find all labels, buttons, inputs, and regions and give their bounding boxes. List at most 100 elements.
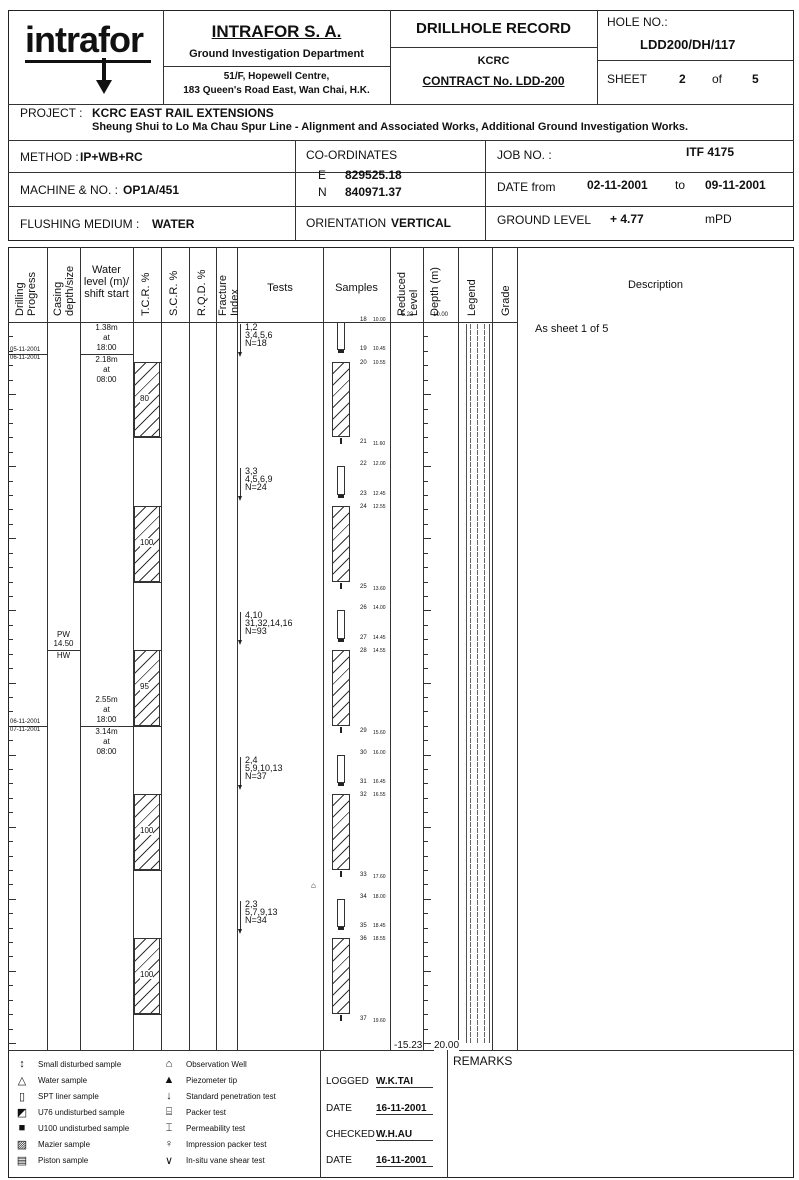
sheet-total: 5 (752, 72, 759, 86)
depth-tick (8, 639, 13, 641)
sample-depth: 12.55 (373, 503, 386, 510)
hole-no-label: HOLE NO.: (607, 15, 668, 29)
checked-label: CHECKED (326, 1129, 375, 1140)
depth-tick (423, 797, 428, 799)
progress-date-end: 06-11-2001 (10, 718, 41, 725)
casing-line (47, 650, 80, 652)
small-disturbed-icon (338, 927, 344, 931)
checked-by: W.H.AU (376, 1129, 433, 1141)
water-level-end: 1.38m (95, 323, 118, 333)
small-disturbed-icon (338, 494, 344, 498)
depth-tick (8, 624, 13, 626)
spt-blow-count: 5,9,10,13 (245, 762, 283, 773)
sample-depth: 15.60 (373, 729, 386, 736)
spt-blow-count: 31,32,14,16 (245, 618, 293, 629)
col-description: Description (627, 279, 684, 291)
spt-arrowhead-icon (238, 928, 242, 934)
col-tcr: T.C.R. % (140, 272, 152, 316)
depth-tick (8, 322, 16, 323)
sample-depth: 14.55 (373, 648, 386, 655)
tcr-value: 100 (140, 970, 154, 980)
spt-blow-count: N=24 (245, 482, 267, 493)
depth-tick (423, 567, 428, 569)
project-title: KCRC EAST RAIL EXTENSIONS (92, 106, 274, 120)
hole-no: LDD200/DH/117 (640, 37, 736, 52)
depth-tick (8, 769, 13, 771)
depth-tick (8, 466, 16, 468)
logo-arrow-icon (102, 58, 106, 82)
tcr-run-line (133, 1014, 161, 1016)
sheet-of: of (712, 72, 723, 86)
ground-level-label: GROUND LEVEL (497, 213, 592, 227)
sample-depth: 16.45 (373, 779, 386, 786)
spt-arrow-icon (240, 756, 241, 787)
depth-tick (8, 797, 13, 799)
depth-tick (8, 1014, 13, 1016)
mazier-icon: ▨ (16, 1139, 28, 1151)
machine: OP1A/451 (123, 183, 180, 197)
sample-depth: 14.45 (373, 634, 386, 641)
logged-date: 16-11-2001 (376, 1103, 433, 1115)
depth-tick (8, 927, 13, 929)
spt-blow-count: 5,7,9,13 (245, 906, 278, 917)
depth-tick (423, 668, 428, 670)
depth-tick (8, 538, 16, 540)
depth-tick (8, 682, 16, 684)
tcr-run-line (133, 437, 161, 439)
sample-depth: 12.00 (373, 461, 386, 468)
ground-level-unit: mPD (705, 212, 732, 226)
sample-depth: 19.60 (373, 1018, 386, 1025)
depth-tick (423, 956, 428, 958)
spt-arrow-icon (240, 468, 241, 499)
depth-tick (8, 394, 16, 396)
piezometer-icon: ▲ (163, 1074, 175, 1086)
depth-tick (423, 466, 431, 468)
sample-depth: 10.45 (373, 346, 386, 353)
ground-level: + 4.77 (610, 212, 644, 226)
record-title: DRILLHOLE RECORD (416, 20, 571, 37)
sample-depth: 18.00 (373, 893, 386, 900)
depth-tick (8, 754, 16, 756)
depth-tick (8, 668, 13, 670)
sample-depth: 16.00 (373, 749, 386, 756)
tcr-run-line (133, 361, 161, 363)
depth-tick (8, 942, 13, 944)
mazier-sample (332, 938, 350, 1015)
col-fracture: Fracture Index (217, 275, 241, 316)
key-label: Piezometer tip (186, 1076, 238, 1085)
depth-tick (423, 999, 428, 1001)
depth-tick (8, 913, 13, 915)
depth-tick (423, 422, 428, 424)
depth-tick (423, 1043, 431, 1044)
key-label: Packer test (186, 1108, 227, 1117)
address-line-2: 183 Queen's Road East, Wan Chai, H.K. (183, 85, 370, 96)
small-disturbed-icon (338, 783, 344, 787)
sheet-number: 2 (679, 72, 686, 86)
col-water-level: Water level (m)/ shift start (83, 264, 130, 300)
column-divider (47, 247, 48, 1050)
depth-tick (423, 869, 428, 871)
mazier-sample (332, 794, 350, 870)
small-disturbed-icon (338, 638, 344, 642)
sample-number: 32 (360, 792, 367, 799)
spt-blow-count: 4,5,6,9 (245, 474, 273, 485)
orientation-label: ORIENTATION (306, 216, 387, 230)
spt-blow-count: 3,4,5,6 (245, 330, 273, 340)
depth-tick (423, 754, 431, 756)
depth-tick (8, 552, 13, 554)
depth-tick (423, 552, 428, 554)
depth-tick (8, 509, 13, 511)
progress-date-end: 05-11-2001 (10, 347, 41, 354)
depth-tick (8, 408, 13, 410)
depth-tick (423, 336, 428, 338)
key-label: Standard penetration test (186, 1092, 276, 1101)
depth-tick (8, 437, 13, 439)
small-disturbed-icon (340, 582, 342, 589)
packer-icon: ⌸ (165, 1106, 173, 1118)
depth-tick (8, 855, 13, 857)
orientation: VERTICAL (391, 216, 451, 230)
logo-underline (25, 60, 151, 63)
spt-arrow-icon (240, 612, 241, 643)
u76-icon: ◩ (16, 1107, 28, 1119)
tcr-run-line (133, 869, 161, 871)
